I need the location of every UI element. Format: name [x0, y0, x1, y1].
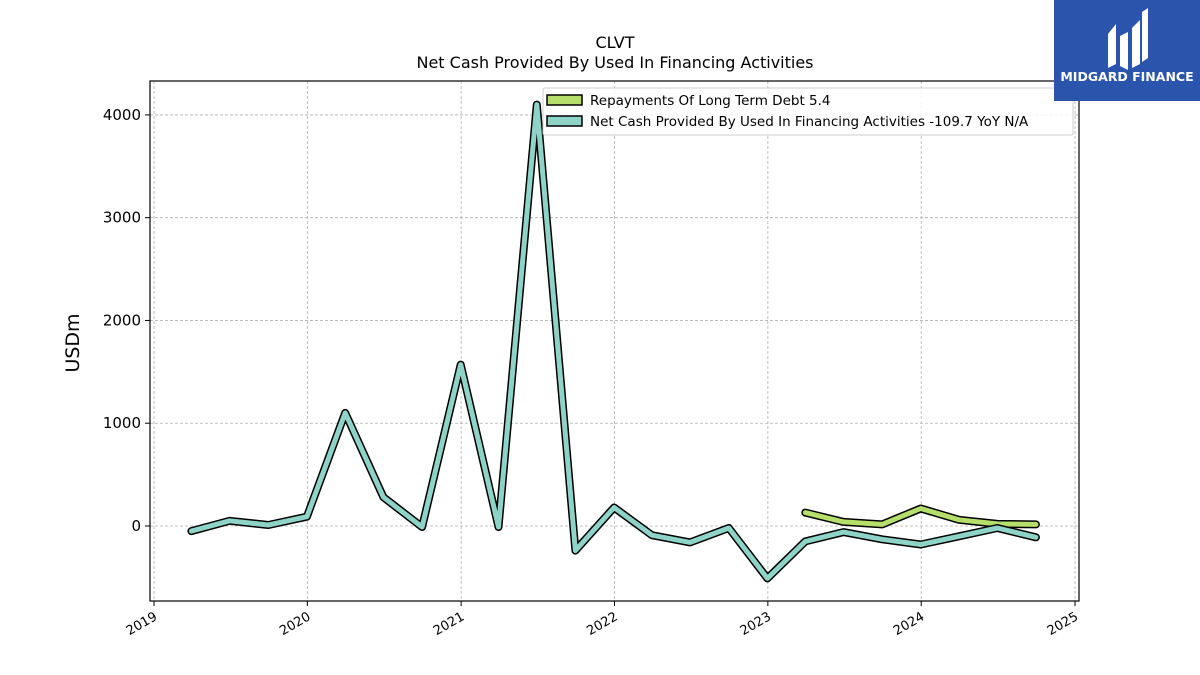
- y-tick-label: 1000: [103, 414, 141, 432]
- y-tick-label: 3000: [103, 209, 141, 227]
- x-tick-label: 2023: [738, 609, 774, 639]
- series-line: [802, 506, 1039, 527]
- y-tick-label: 4000: [103, 106, 141, 124]
- x-tick-label: 2024: [891, 609, 927, 639]
- x-tick-label: 2025: [1045, 609, 1081, 639]
- series-0: [801, 504, 1040, 529]
- logo-text: MIDGARD FINANCE: [1060, 69, 1194, 84]
- x-tick-label: 2022: [584, 609, 620, 639]
- legend-swatch-repayments: [546, 94, 583, 106]
- legend-swatch-net-cash: [546, 115, 583, 127]
- midgard-logo-icon: [1108, 8, 1148, 70]
- legend-label-repayments: Repayments Of Long Term Debt 5.4: [590, 93, 831, 109]
- chart-subtitle: Net Cash Provided By Used In Financing A…: [416, 53, 813, 72]
- legend: Repayments Of Long Term Debt 5.4 Net Cas…: [542, 87, 1074, 136]
- y-tick-label: 2000: [103, 311, 141, 329]
- series-1: [187, 100, 1040, 583]
- midgard-finance-logo: MIDGARD FINANCE: [1054, 0, 1200, 101]
- x-tick-label: 2021: [431, 609, 467, 639]
- legend-box: [542, 87, 1074, 136]
- y-axis-label: USDm: [62, 313, 84, 372]
- chart-title: CLVT: [595, 33, 634, 52]
- series-layer: [187, 100, 1040, 583]
- series-line: [188, 102, 1039, 581]
- x-tick-label: 2019: [124, 609, 160, 639]
- grid: [150, 81, 1079, 601]
- axis-ticks: 0 1000 2000 3000 4000 2019 2020 2021 2022 2023 202…: [103, 106, 1081, 639]
- y-tick-label: 0: [131, 517, 141, 535]
- legend-label-net-cash: Net Cash Provided By Used In Financing A…: [590, 114, 1029, 130]
- x-tick-label: 2020: [277, 609, 313, 639]
